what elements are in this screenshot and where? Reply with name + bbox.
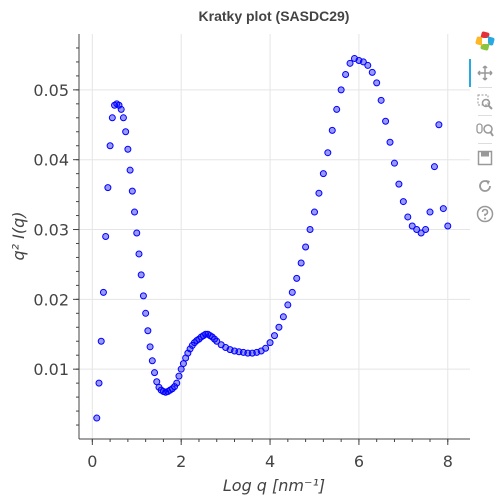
data-point: [422, 226, 430, 234]
data-point: [359, 58, 367, 66]
data-point: [324, 149, 332, 157]
data-point: [142, 309, 150, 317]
toolbar-separator: [478, 87, 492, 88]
data-point: [293, 274, 301, 282]
data-point: [139, 292, 147, 300]
data-point: [102, 233, 110, 240]
x-tick-label: 4: [265, 452, 275, 471]
y-tick-label: 0.01: [33, 360, 69, 379]
data-point: [131, 208, 139, 216]
x-tick-label: 0: [87, 452, 97, 471]
data-point: [413, 226, 421, 234]
data-point: [439, 205, 447, 213]
toolbar-separator: [478, 115, 492, 116]
data-point: [151, 369, 159, 377]
data-point: [137, 271, 145, 279]
data-point: [284, 301, 292, 309]
data-point: [399, 198, 407, 206]
data-point: [319, 170, 327, 178]
data-point: [333, 105, 341, 113]
data-point: [173, 379, 181, 387]
box-zoom-icon[interactable]: [474, 91, 496, 113]
data-point: [135, 250, 143, 258]
bokeh-logo-icon[interactable]: [474, 30, 496, 52]
data-point: [390, 159, 398, 167]
chart-title: Kratky plot (SASDC29): [199, 8, 350, 24]
data-point: [213, 337, 221, 345]
data-point: [126, 166, 134, 174]
data-point: [266, 339, 274, 347]
data-point: [119, 114, 127, 122]
data-point: [310, 208, 318, 216]
x-tick-label: 6: [354, 452, 364, 471]
data-point: [279, 313, 287, 321]
data-point: [328, 126, 336, 134]
data-point: [97, 337, 105, 345]
data-point: [430, 163, 438, 171]
axes: [78, 34, 470, 440]
help-icon[interactable]: [474, 203, 496, 225]
data-point: [186, 345, 194, 353]
data-point: [373, 79, 381, 87]
x-axis-label: Log q [nm⁻¹]: [223, 476, 325, 495]
data-point: [288, 288, 296, 296]
data-point: [426, 208, 434, 216]
data-point: [382, 117, 390, 125]
x-tick-label: 8: [443, 452, 453, 471]
data-point: [368, 68, 376, 76]
y-tick-label: 0.05: [33, 81, 69, 100]
data-point: [408, 222, 416, 230]
data-point: [99, 288, 107, 296]
data-point: [175, 372, 183, 380]
data-point: [346, 59, 354, 67]
data-point: [124, 145, 132, 153]
data-point: [435, 121, 443, 129]
data-point: [108, 114, 116, 122]
data-point: [171, 383, 179, 391]
data-point: [104, 184, 112, 192]
data-point: [128, 187, 136, 195]
data-point: [297, 259, 305, 267]
data-point: [122, 128, 130, 136]
data-point: [315, 189, 323, 197]
x-tick-label: 2: [176, 452, 186, 471]
data-point: [342, 71, 350, 78]
y-tick-label: 0.04: [33, 151, 69, 170]
reset-icon[interactable]: [474, 175, 496, 197]
y-tick-label: 0.02: [33, 290, 69, 309]
wheel-zoom-icon[interactable]: [474, 119, 496, 141]
data-point: [395, 180, 403, 188]
plot-area: [79, 34, 470, 439]
data-point: [275, 323, 283, 331]
pan-icon[interactable]: [474, 62, 496, 84]
data-point: [148, 357, 156, 365]
data-point: [364, 61, 372, 69]
data-point: [417, 229, 425, 237]
y-axis-label: q² I(q): [9, 211, 28, 260]
data-point: [444, 222, 452, 230]
save-icon[interactable]: [474, 147, 496, 169]
data-point: [302, 243, 310, 251]
data-point: [144, 327, 152, 335]
data-point: [262, 344, 270, 352]
active-tool-indicator: [469, 59, 471, 87]
data-point: [386, 138, 394, 146]
data-point: [146, 343, 154, 351]
data-point: [306, 226, 314, 234]
data-point: [95, 379, 103, 387]
ticks: 0 2 4 6 8 0.01 0.02 0.03 0.04 0.05: [33, 47, 453, 471]
y-tick-label: 0.03: [33, 221, 69, 240]
toolbar-separator: [478, 143, 492, 144]
data-point: [93, 414, 101, 422]
data-point: [404, 213, 412, 221]
data-point: [133, 229, 141, 237]
data-point: [117, 105, 125, 113]
data-point: [337, 86, 345, 94]
grid: [79, 34, 470, 439]
data-point: [377, 96, 385, 104]
data-point: [271, 332, 278, 340]
data-points: [93, 54, 452, 422]
data-point: [106, 142, 114, 150]
